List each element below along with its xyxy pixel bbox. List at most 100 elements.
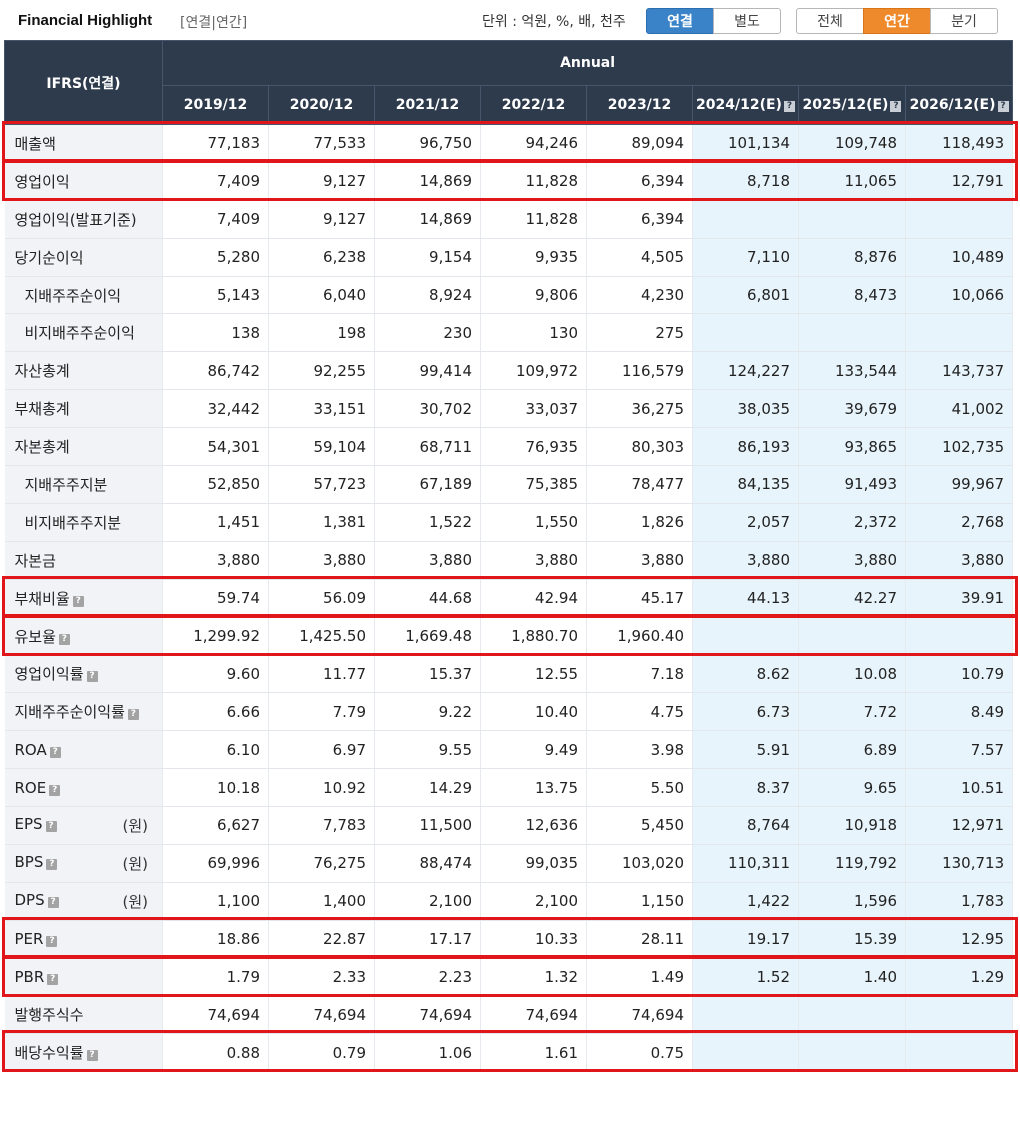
help-icon[interactable]: ?	[86, 1050, 98, 1062]
table-cell	[905, 200, 1014, 239]
table-cell: 10,066	[905, 276, 1014, 315]
table-cell	[692, 617, 799, 656]
table-cell: 36,275	[586, 389, 693, 429]
table-cell: 8,764	[692, 806, 799, 845]
table-cell: 2,768	[905, 503, 1014, 542]
help-icon[interactable]: ?	[783, 101, 795, 112]
table-cell: 1,783	[905, 882, 1014, 921]
separate-button[interactable]: 별도	[713, 8, 781, 34]
help-icon[interactable]: ?	[997, 101, 1009, 112]
table-cell	[905, 1033, 1014, 1073]
table-cell: 1.40	[798, 958, 906, 997]
help-icon[interactable]: ?	[86, 671, 98, 683]
table-cell: 22.87	[268, 920, 375, 959]
row-label-text: BPS	[14, 852, 44, 871]
table-cell: 1,381	[268, 503, 375, 542]
table-cell: 1,451	[162, 503, 269, 542]
table-cell: 9.60	[162, 654, 269, 694]
table-cell: 6.73	[692, 692, 799, 732]
table-cell: 11,828	[480, 200, 587, 239]
table-cell: 1,100	[162, 882, 269, 921]
row-label: 지배주주순이익	[4, 276, 163, 315]
table-cell	[692, 313, 799, 353]
help-icon[interactable]: ?	[58, 633, 70, 645]
row-label: 지배주주순이익률?	[4, 692, 163, 732]
table-cell: 1.52	[692, 958, 799, 997]
table-row: 자산총계 86,742 92,255 99,414 109,972 116,579 124,…	[4, 351, 1014, 391]
table-cell: 1,880.70	[480, 617, 587, 656]
row-label-text: DPS	[14, 890, 45, 909]
table-cell: 7.79	[268, 692, 375, 732]
help-icon[interactable]: ?	[127, 709, 139, 721]
table-cell: 74,694	[480, 995, 587, 1035]
column-header-3: 2022/12	[480, 85, 587, 125]
table-row: DPS? (원) 1,100 1,400 2,100 2,100 1,150 1,422 1,5…	[4, 882, 1014, 921]
column-header-label: 2023/12	[607, 97, 672, 113]
help-icon[interactable]: ?	[45, 820, 57, 832]
row-unit: (원)	[122, 816, 148, 835]
table-cell: 33,151	[268, 389, 375, 429]
table-cell: 8.49	[905, 692, 1014, 732]
table-cell: 10.79	[905, 654, 1014, 694]
table-cell: 9,935	[480, 238, 587, 277]
table-cell: 38,035	[692, 389, 799, 429]
table-cell: 138	[162, 313, 269, 353]
table-cell: 2,100	[480, 882, 587, 921]
help-icon[interactable]: ?	[47, 974, 59, 986]
table-cell: 33,037	[480, 389, 587, 429]
help-icon[interactable]: ?	[46, 858, 58, 870]
row-label-text: 자본총계	[14, 438, 70, 457]
table-cell: 3,880	[480, 541, 587, 580]
row-label-text: 배당수익률	[14, 1044, 84, 1063]
table-row: 유보율? 1,299.92 1,425.50 1,669.48 1,880.70 1,96…	[4, 617, 1014, 656]
table-row: 자본금 3,880 3,880 3,880 3,880 3,880 3,880 3,880 3,…	[4, 541, 1014, 580]
table-cell: 57,723	[268, 465, 375, 504]
row-label-text: 비지배주주지분	[24, 513, 122, 532]
table-cell: 13.75	[480, 768, 587, 808]
row-label-text: 영업이익률	[14, 665, 84, 684]
row-label: 비지배주주순이익	[4, 313, 163, 353]
table-cell: 7,110	[692, 238, 799, 277]
table-row: 지배주주순이익률? 6.66 7.79 9.22 10.40 4.75 6.73 7.72 8.…	[4, 692, 1014, 732]
table-row: 부채총계 32,442 33,151 30,702 33,037 36,275 38,035…	[4, 389, 1014, 429]
table-cell: 69,996	[162, 844, 269, 883]
period-quarter-button[interactable]: 분기	[930, 8, 998, 34]
help-icon[interactable]: ?	[49, 746, 61, 758]
table-cell: 3,880	[374, 541, 481, 580]
help-icon[interactable]: ?	[890, 101, 902, 112]
table-cell: 12.95	[905, 920, 1014, 959]
row-label: 당기순이익	[4, 238, 163, 277]
table-cell: 1,550	[480, 503, 587, 542]
table-cell: 2.33	[268, 958, 375, 997]
table-row: 비지배주주순이익 138 198 230 130 275	[4, 313, 1014, 353]
table-cell: 7,783	[268, 806, 375, 845]
table-cell: 6,040	[268, 276, 375, 315]
table-cell: 2,057	[692, 503, 799, 542]
table-cell: 1,422	[692, 882, 799, 921]
column-header-label: 2020/12	[289, 97, 354, 113]
table-cell: 8,876	[798, 238, 906, 277]
table-cell: 75,385	[480, 465, 587, 504]
period-annual-button[interactable]: 연간	[863, 8, 931, 34]
table-cell: 8.37	[692, 768, 799, 808]
help-icon[interactable]: ?	[47, 896, 59, 908]
table-row: 영업이익률? 9.60 11.77 15.37 12.55 7.18 8.62 10.08 10…	[4, 654, 1014, 694]
row-label-text: 유보율	[14, 627, 56, 646]
row-label-text: ROE	[14, 778, 47, 797]
row-label: 부채비율?	[4, 579, 163, 618]
table-cell: 78,477	[586, 465, 693, 504]
table-cell: 1,425.50	[268, 617, 375, 656]
help-icon[interactable]: ?	[49, 784, 61, 796]
row-label: 비지배주주지분	[4, 503, 163, 542]
consolidated-button[interactable]: 연결	[646, 8, 714, 34]
period-all-button[interactable]: 전체	[796, 8, 864, 34]
table-cell	[692, 995, 799, 1035]
row-label-text: 영업이익(발표기준)	[14, 210, 137, 229]
table-cell: 6,238	[268, 238, 375, 277]
help-icon[interactable]: ?	[46, 936, 58, 948]
table-row: 비지배주주지분 1,451 1,381 1,522 1,550 1,826 2,057 2,3…	[4, 503, 1014, 542]
table-cell: 275	[586, 313, 693, 353]
row-label-text: 지배주주순이익	[24, 286, 122, 305]
help-icon[interactable]: ?	[72, 595, 84, 607]
table-cell: 8.62	[692, 654, 799, 694]
